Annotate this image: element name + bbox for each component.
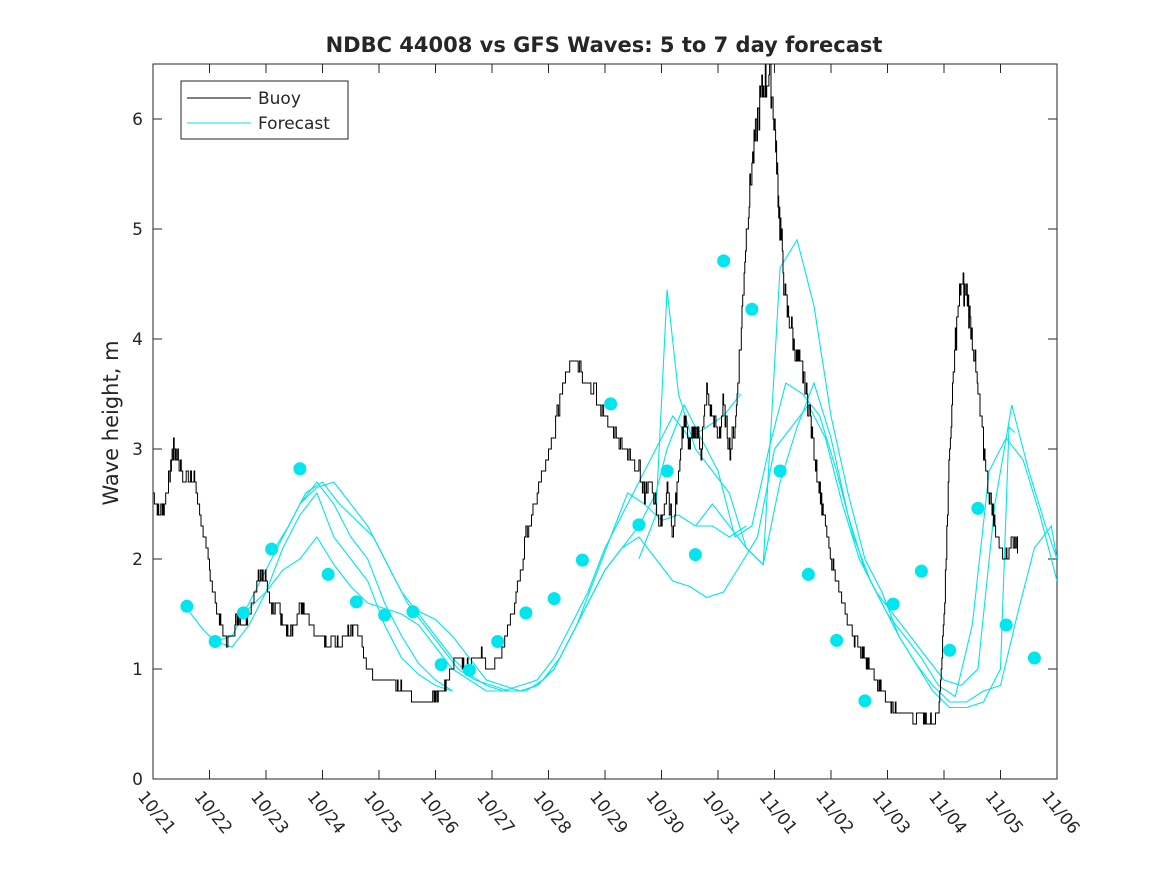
forecast-marker [688, 548, 702, 562]
y-tick-label: 1 [132, 660, 143, 680]
forecast-marker [801, 567, 815, 581]
y-tick-label: 2 [132, 550, 143, 570]
forecast-marker [547, 592, 561, 606]
axes-box [152, 63, 1058, 780]
forecast-marker [745, 302, 759, 316]
forecast-line-6 [412, 382, 1057, 698]
forecast-marker [632, 518, 646, 532]
forecast-marker [830, 633, 844, 647]
y-tick-label: 5 [132, 220, 143, 240]
forecast-marker [349, 595, 363, 609]
forecast-marker [773, 464, 787, 478]
forecast-marker [1027, 651, 1041, 665]
legend-label-buoy: Buoy [258, 89, 301, 109]
series-group [153, 64, 1057, 725]
forecast-marker [519, 606, 533, 620]
forecast-marker [943, 643, 957, 657]
forecast-marker [660, 464, 674, 478]
y-axis-label: Wave height, m [99, 340, 123, 505]
forecast-marker [180, 599, 194, 613]
y-tick-label: 3 [132, 440, 143, 460]
legend-label-forecast: Forecast [258, 114, 330, 134]
forecast-marker [378, 608, 392, 622]
forecast-marker [999, 618, 1013, 632]
forecast-marker [321, 567, 335, 581]
forecast-marker [462, 663, 476, 677]
forecast-line-5 [299, 403, 1057, 692]
y-tick-label: 0 [132, 770, 143, 790]
legend-box [180, 80, 349, 140]
forecast-marker [293, 462, 307, 476]
forecast-marker [406, 605, 420, 619]
forecast-marker [434, 658, 448, 672]
forecast-marker [575, 553, 589, 567]
forecast-marker [265, 542, 279, 556]
forecast-marker [604, 397, 618, 411]
y-tick-label: 4 [132, 330, 143, 350]
forecast-marker [886, 597, 900, 611]
forecast-marker [491, 635, 505, 648]
buoy-line [153, 64, 1018, 725]
forecast-line-8 [694, 381, 1015, 709]
forecast-marker [971, 501, 985, 515]
chart-title: NDBC 44008 vs GFS Waves: 5 to 7 day fore… [326, 33, 883, 57]
y-tick-label: 6 [132, 110, 143, 130]
legend: Buoy Forecast [180, 80, 349, 140]
forecast-marker [208, 635, 222, 648]
forecast-marker [858, 694, 872, 708]
forecast-marker [236, 606, 250, 620]
forecast-marker [914, 564, 928, 578]
forecast-marker [717, 254, 731, 268]
forecast-line-3 [243, 393, 742, 692]
